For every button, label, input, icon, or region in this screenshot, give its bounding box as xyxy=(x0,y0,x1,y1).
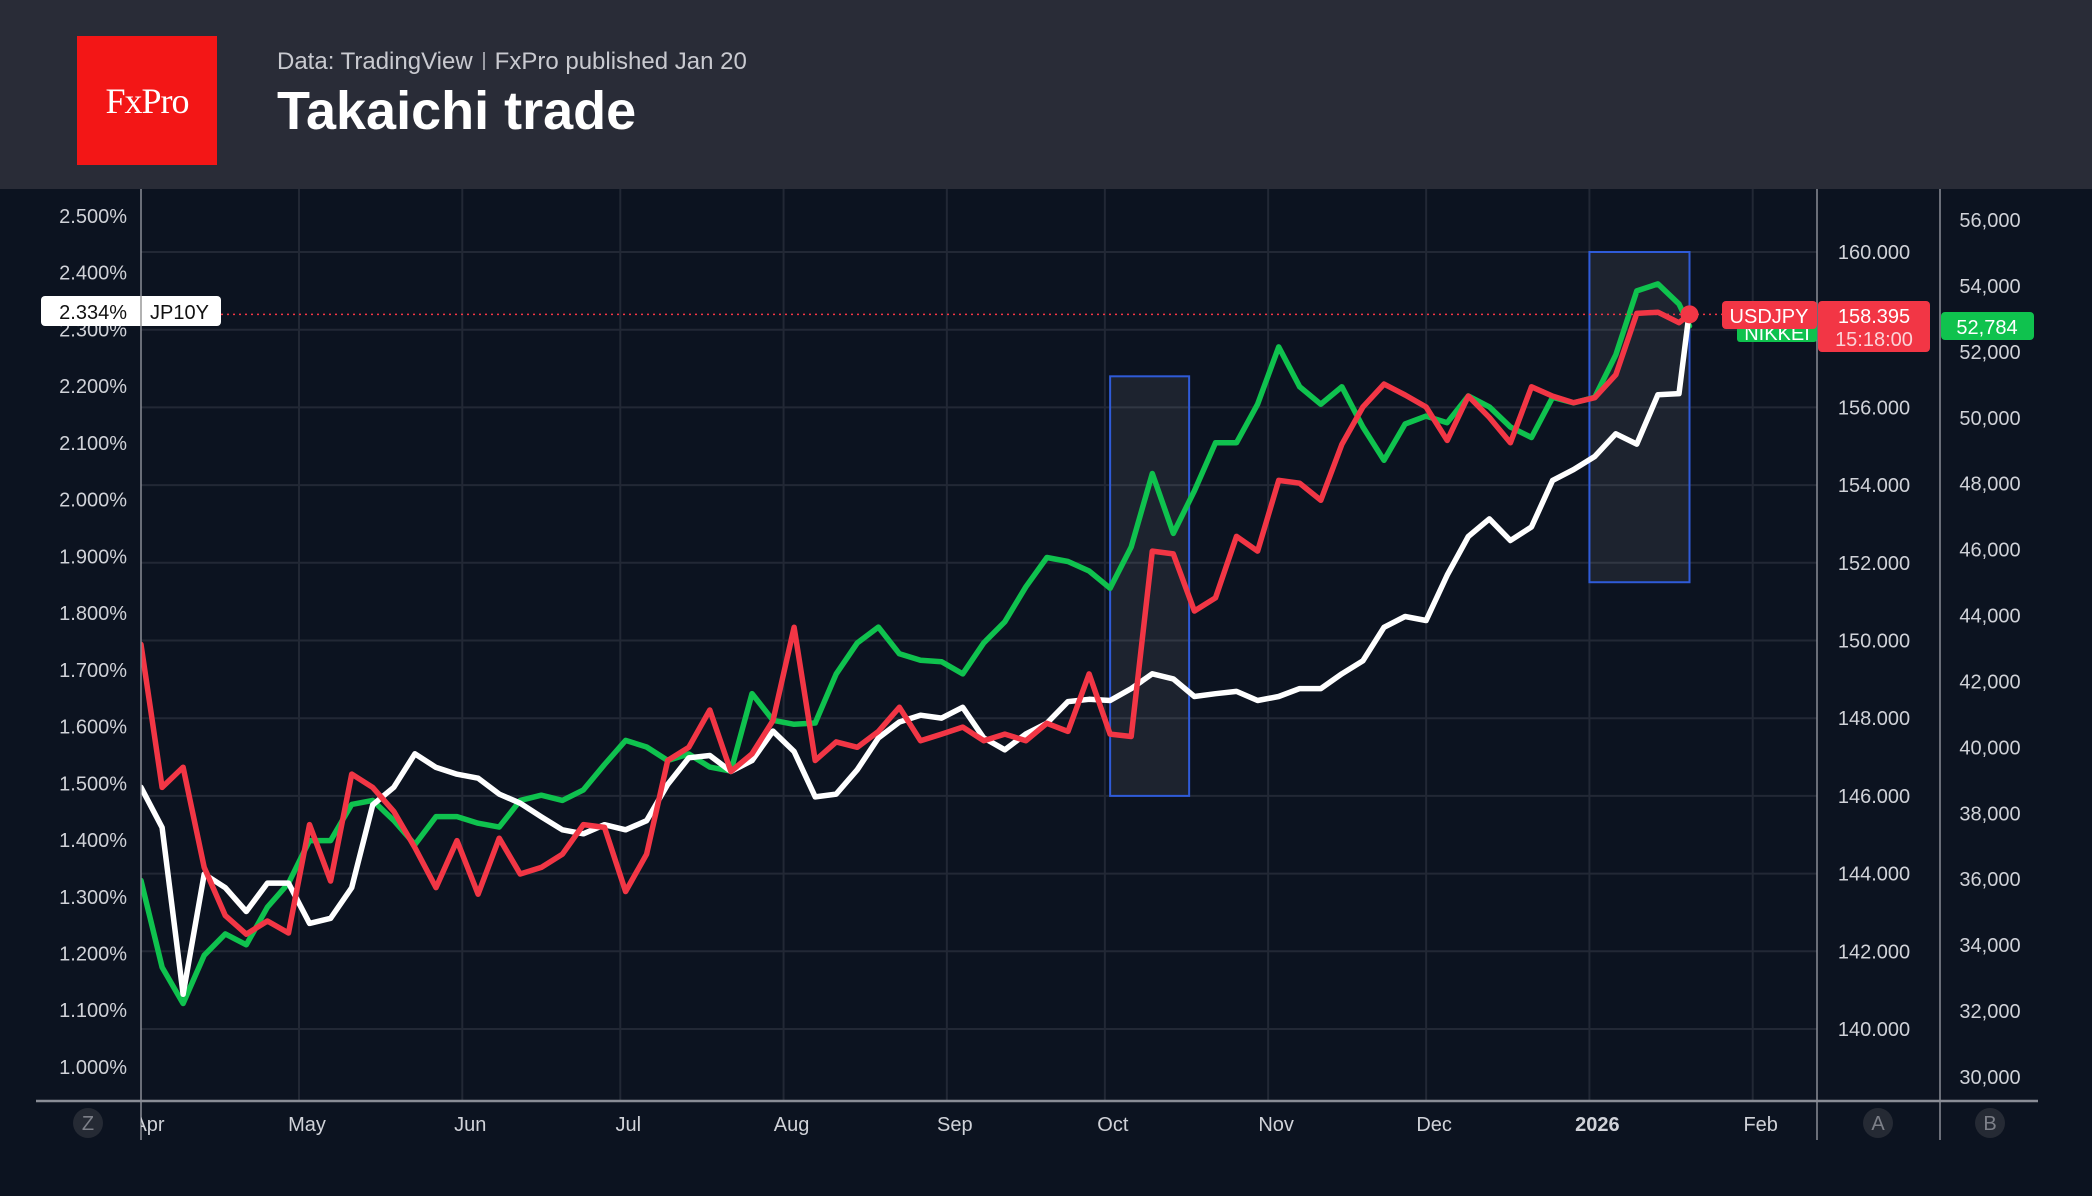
x-tick-label: Sep xyxy=(937,1114,973,1136)
scale-button-circle xyxy=(1863,1108,1893,1138)
scale-button-label: A xyxy=(1871,1113,1885,1135)
y-tick-label-right: 30,000 xyxy=(1959,1067,2020,1089)
y-tick-label-right: 46,000 xyxy=(1959,540,2020,562)
y-tick-label-right: 34,000 xyxy=(1959,935,2020,957)
last-point-marker xyxy=(1680,305,1699,324)
data-source: Data: TradingView xyxy=(277,48,473,75)
y-tick-label-middle: 144.000 xyxy=(1838,864,1910,886)
y-tick-label-middle: 156.000 xyxy=(1838,397,1910,419)
y-tick-label-right: 36,000 xyxy=(1959,869,2020,891)
x-tick-label: Jul xyxy=(616,1114,642,1136)
y-tick-label-middle: 154.000 xyxy=(1838,475,1910,497)
chart-title: Takaichi trade xyxy=(277,81,637,141)
y-tick-label-left: 1.000% xyxy=(59,1057,127,1079)
x-tick-label: Dec xyxy=(1416,1114,1452,1136)
x-tick-labels: Apr May Jun Jul Aug Sep Oct Nov Dec 2026 Feb xyxy=(133,1114,1778,1136)
series-line-jp10y xyxy=(141,307,1693,998)
y-tick-label-left: 1.200% xyxy=(59,943,127,965)
y-tick-label-left: 1.500% xyxy=(59,773,127,795)
scale-button-left[interactable]: Z xyxy=(73,1108,103,1138)
y-tick-label-right: 38,000 xyxy=(1959,803,2020,825)
y-tick-label-right: 52,000 xyxy=(1959,342,2020,364)
axes: 2.500%2.400%2.300%2.200%2.100%2.000%1.90… xyxy=(36,189,2038,1140)
y-tick-label-right: 42,000 xyxy=(1959,671,2020,693)
y-tick-label-right: 56,000 xyxy=(1959,210,2020,232)
x-tick-label: Oct xyxy=(1097,1114,1129,1136)
highlight-box xyxy=(1588,251,1691,584)
y-tick-label-middle: 160.000 xyxy=(1838,242,1910,264)
jp10y-last-value: 2.334% xyxy=(59,302,127,324)
scale-button-circle xyxy=(1975,1108,2005,1138)
usdjpy-last-value: 158.395 xyxy=(1838,306,1910,328)
y-tick-label-middle: 142.000 xyxy=(1838,941,1910,963)
y-tick-label-left: 1.600% xyxy=(59,717,127,739)
scale-button-right[interactable]: B xyxy=(1975,1108,2005,1138)
y-tick-label-left: 2.100% xyxy=(59,433,127,455)
published-date: FxPro published Jan 20 xyxy=(494,48,747,75)
y-tick-label-left: 1.300% xyxy=(59,887,127,909)
y-tick-label-left: 2.500% xyxy=(59,206,127,228)
series-line-usdjpy xyxy=(141,309,1693,937)
y-tick-label-right: 44,000 xyxy=(1959,606,2020,628)
y-tick-label-middle: 148.000 xyxy=(1838,708,1910,730)
logo-text: FxPro xyxy=(105,80,189,121)
grid xyxy=(0,189,2092,1196)
scale-button-label: B xyxy=(1983,1113,1996,1135)
usdjpy-price-box xyxy=(1818,301,1930,352)
jp10y-name: JP10Y xyxy=(150,302,209,324)
x-tick-label: Nov xyxy=(1258,1114,1294,1136)
x-tick-label: Jun xyxy=(454,1114,486,1136)
scale-button-circle xyxy=(73,1108,103,1138)
x-tick-label: Apr xyxy=(133,1114,164,1136)
subtitle: Data: TradingView FxPro published Jan 20 xyxy=(277,48,747,76)
x-tick-label: May xyxy=(288,1114,326,1136)
scale-button-label: Z xyxy=(82,1113,94,1135)
y-tick-label-middle: 140.000 xyxy=(1838,1019,1910,1041)
usdjpy-name: USDJPY xyxy=(1730,306,1809,328)
nikkei-last-value: 52,784 xyxy=(1956,317,2017,339)
scale-button-middle[interactable]: A xyxy=(1863,1108,1893,1138)
y-tick-label-left: 1.900% xyxy=(59,546,127,568)
nikkei-price-box xyxy=(1941,312,2034,340)
x-tick-label: Feb xyxy=(1743,1114,1777,1136)
y-tick-label-middle: 150.000 xyxy=(1838,631,1910,653)
jp10y-label-box xyxy=(41,296,221,326)
series-lines xyxy=(141,281,1693,1007)
y-tick-label-left: 1.700% xyxy=(59,660,127,682)
x-tick-label: 2026 xyxy=(1575,1114,1620,1136)
y-tick-label-middle: 152.000 xyxy=(1838,553,1910,575)
header: FxPro Data: TradingView FxPro published J… xyxy=(0,0,2092,189)
y-tick-label-right: 50,000 xyxy=(1959,408,2020,430)
highlight-boxes xyxy=(1109,251,1691,797)
y-tick-label-middle: 146.000 xyxy=(1838,786,1910,808)
y-tick-label-left: 1.800% xyxy=(59,603,127,625)
usdjpy-name-box xyxy=(1722,301,1817,329)
x-tick-label: Aug xyxy=(774,1114,810,1136)
y-tick-label-left: 2.200% xyxy=(59,376,127,398)
y-tick-label-left: 2.400% xyxy=(59,263,127,285)
y-tick-label-left: 1.400% xyxy=(59,830,127,852)
y-tick-label-right: 40,000 xyxy=(1959,737,2020,759)
y-tick-label-right: 54,000 xyxy=(1959,276,2020,298)
divider xyxy=(482,52,485,70)
y-tick-label-left: 2.000% xyxy=(59,490,127,512)
fxpro-logo: FxPro xyxy=(77,36,217,165)
y-tick-label-right: 32,000 xyxy=(1959,1001,2020,1023)
y-tick-label-left: 1.100% xyxy=(59,1000,127,1022)
y-tick-label-right: 48,000 xyxy=(1959,474,2020,496)
usdjpy-countdown: 15:18:00 xyxy=(1835,329,1913,351)
